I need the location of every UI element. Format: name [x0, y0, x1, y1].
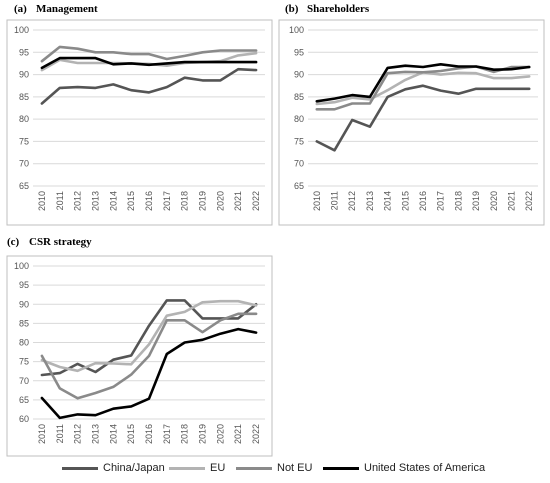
panel-c-y-tick-95: 95	[19, 280, 29, 290]
panel-a-x-tick-2013: 2013	[90, 191, 100, 211]
panel-c-x-tick-2010: 2010	[37, 424, 47, 444]
panel-c-y-tick-80: 80	[19, 338, 29, 348]
legend-item-usa: United States of America	[323, 462, 485, 474]
panel-a-x-tick-2010: 2010	[37, 191, 47, 211]
panel-a-x-tick-2022: 2022	[251, 191, 261, 211]
panel-c-y-tick-85: 85	[19, 318, 29, 328]
legend-swatch-china-japan	[62, 466, 98, 470]
panel-a-y-tick-95: 95	[19, 47, 29, 57]
panel-b-x-tick-2020: 2020	[489, 191, 499, 211]
panel-b-y-tick-85: 85	[294, 92, 304, 102]
panel-a-x-tick-2021: 2021	[233, 191, 243, 211]
panel-c-y-tick-75: 75	[19, 357, 29, 367]
panel-c-series-eu	[40, 299, 258, 373]
legend-item-eu: EU	[169, 462, 225, 474]
panel-b-x-tick-2011: 2011	[330, 191, 340, 210]
panel-a-title: (a) Management	[14, 3, 98, 15]
panel-b-y-tick-100: 100	[289, 25, 304, 35]
panel-b-x-tick-2019: 2019	[471, 191, 481, 211]
panel-a-x-tick-2017: 2017	[162, 191, 172, 211]
panel-a-x-tick-2014: 2014	[108, 191, 118, 211]
legend: China/Japan EU Not EU United States of A…	[0, 462, 550, 480]
panel-a-x-tick-2016: 2016	[144, 191, 154, 211]
panel-b-x-tick-2018: 2018	[453, 191, 463, 211]
panel-a-x-tick-2012: 2012	[73, 191, 83, 211]
panel-b-x-tick-2015: 2015	[400, 191, 410, 211]
panel-b-x-tick-2022: 2022	[524, 191, 534, 211]
panel-b-y-tick-95: 95	[294, 47, 304, 57]
panel-c-title: (c) CSR strategy	[7, 236, 92, 248]
panel-b-x-tick-2012: 2012	[347, 191, 357, 211]
panel-a-x-tick-2020: 2020	[215, 191, 225, 211]
panel-a-series-china-japan	[40, 67, 258, 105]
panel-b-x-tick-2021: 2021	[506, 191, 516, 211]
panel-c-x-tick-2021: 2021	[233, 424, 243, 444]
legend-label-china-japan: China/Japan	[103, 462, 165, 474]
panel-c-y-tick-60: 60	[19, 414, 29, 424]
panel-b-frame	[278, 19, 545, 226]
panel-a-x-tick-2015: 2015	[126, 191, 136, 211]
panel-b-x-tick-2016: 2016	[418, 191, 428, 211]
panel-c-y-tick-70: 70	[19, 376, 29, 386]
panel-b-x-tick-2014: 2014	[383, 191, 393, 211]
legend-swatch-not-eu	[236, 466, 272, 470]
panel-b-x-tick-2017: 2017	[436, 191, 446, 211]
panel-c-x-tick-2015: 2015	[126, 424, 136, 444]
panel-c-series-united-states-of-america	[40, 327, 258, 420]
panel-a-y-tick-90: 90	[19, 70, 29, 80]
panel-b-y-tick-90: 90	[294, 70, 304, 80]
panel-a-series-not-eu	[40, 45, 258, 63]
panel-a-y-tick-75: 75	[19, 136, 29, 146]
panel-b-y-tick-70: 70	[294, 159, 304, 169]
panel-c-x-tick-2016: 2016	[144, 424, 154, 444]
panel-a-y-tick-100: 100	[14, 25, 29, 35]
panel-c-series-not-eu	[40, 312, 258, 400]
panel-c-x-tick-2019: 2019	[198, 424, 208, 444]
panel-a-x-tick-2018: 2018	[180, 191, 190, 211]
panel-a-y-tick-65: 65	[19, 181, 29, 191]
panel-b-series-china-japan	[315, 84, 531, 152]
panel-a-x-tick-2011: 2011	[55, 191, 65, 210]
panel-b-y-tick-75: 75	[294, 136, 304, 146]
panel-c-x-tick-2017: 2017	[162, 424, 172, 444]
panel-c-y-tick-100: 100	[14, 261, 29, 271]
panel-a-series-united-states-of-america	[40, 56, 258, 70]
panel-c-x-tick-2014: 2014	[108, 424, 118, 444]
legend-item-not-eu: Not EU	[236, 462, 312, 474]
panel-c-series-china-japan	[40, 299, 258, 377]
panel-b-series-not-eu	[315, 65, 531, 111]
panel-a-y-tick-70: 70	[19, 159, 29, 169]
panel-b-title: (b) Shareholders	[285, 3, 370, 15]
panel-c-x-tick-2011: 2011	[55, 424, 65, 443]
legend-swatch-usa	[323, 466, 359, 470]
legend-label-eu: EU	[210, 462, 226, 474]
panel-b-series-united-states-of-america	[315, 63, 531, 103]
legend-label-not-eu: Not EU	[277, 462, 313, 474]
panel-c-y-tick-65: 65	[19, 395, 29, 405]
legend-swatch-eu	[169, 466, 205, 470]
panel-c-x-tick-2012: 2012	[73, 424, 83, 444]
panel-c-x-tick-2013: 2013	[90, 424, 100, 444]
panel-b-x-tick-2013: 2013	[365, 191, 375, 211]
panel-c-x-tick-2022: 2022	[251, 424, 261, 444]
panel-a-y-tick-80: 80	[19, 114, 29, 124]
panel-b-y-tick-65: 65	[294, 181, 304, 191]
charts-canvas: 65 70 75 80 85 90 95 100 2010 2011 2012 2013 2014 201…	[6, 19, 545, 457]
panel-a-x-tick-2019: 2019	[198, 191, 208, 211]
panel-a-y-tick-85: 85	[19, 92, 29, 102]
panel-c-y-tick-90: 90	[19, 299, 29, 309]
panel-c-x-tick-2020: 2020	[215, 424, 225, 444]
panel-b-x-tick-2010: 2010	[312, 191, 322, 211]
panel-b-y-tick-80: 80	[294, 114, 304, 124]
panel-c-x-tick-2018: 2018	[180, 424, 190, 444]
legend-label-usa: United States of America	[364, 462, 486, 474]
legend-item-china-japan: China/Japan	[62, 462, 165, 474]
